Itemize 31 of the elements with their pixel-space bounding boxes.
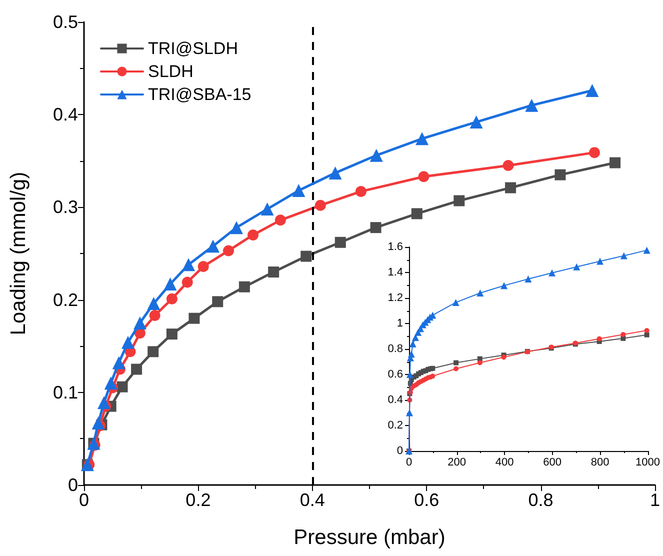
y-tick-label: 0.1 — [52, 382, 78, 402]
x-tick-label: 0.8 — [528, 490, 554, 510]
y-tick-label: 1.2 — [388, 292, 403, 304]
x-tick-label: 200 — [448, 456, 466, 468]
legend-label: TRI@SBA-15 — [148, 85, 252, 104]
y-tick-label: 0.8 — [388, 343, 403, 355]
y-tick-label: 0 — [396, 445, 403, 457]
x-tick-label: 0 — [406, 456, 412, 468]
legend-label: TRI@SLDH — [148, 39, 238, 58]
y-tick-label: 0.2 — [52, 290, 78, 310]
y-tick-label: 0.2 — [388, 420, 403, 432]
x-tick-label: 1000 — [636, 456, 660, 468]
y-tick-label: 1 — [396, 318, 403, 330]
y-tick-label: 0.6 — [388, 368, 403, 380]
x-tick-label: 0.6 — [414, 490, 440, 510]
x-tick-label: 800 — [590, 456, 610, 468]
x-tick-label: 0.2 — [186, 490, 211, 510]
y-tick-label: 1.6 — [388, 241, 403, 253]
y-tick-label: 0 — [68, 475, 78, 495]
y-tick-label: 0.5 — [52, 12, 78, 32]
y-axis-title: Loading (mmol/g) — [7, 172, 30, 336]
x-axis-title: Pressure (mbar) — [294, 526, 446, 549]
y-tick-label: 1.4 — [388, 266, 403, 278]
y-tick-label: 0.4 — [52, 104, 78, 125]
x-tick-label: 400 — [495, 456, 514, 468]
x-tick-label: 1 — [650, 490, 660, 510]
y-tick-label: 0.3 — [52, 197, 78, 218]
x-tick-label: 600 — [543, 456, 562, 468]
x-tick-label: 0.4 — [300, 490, 325, 510]
y-tick-label: 0.4 — [388, 394, 403, 406]
legend-label: SLDH — [148, 62, 194, 81]
